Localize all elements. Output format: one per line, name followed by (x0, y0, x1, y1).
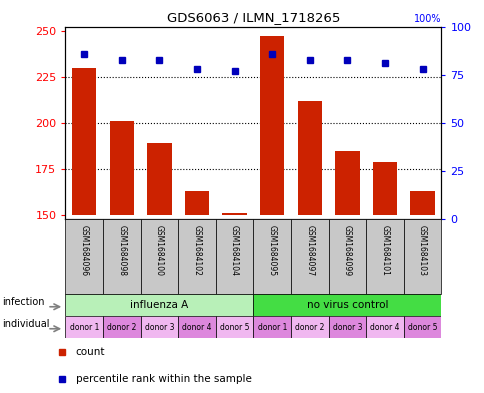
Bar (178, 316, 215, 338)
Bar (253, 316, 290, 338)
Text: GSM1684104: GSM1684104 (229, 225, 239, 276)
Bar (403, 219, 440, 294)
Bar (65, 294, 253, 316)
Bar (147, 143, 171, 215)
Bar (215, 316, 253, 338)
Bar (290, 219, 328, 294)
Bar (403, 316, 440, 338)
Text: donor 2: donor 2 (107, 323, 136, 332)
Bar (184, 191, 209, 215)
Bar (253, 294, 440, 316)
Bar (65, 316, 103, 338)
Text: GSM1684103: GSM1684103 (417, 225, 426, 276)
Bar (222, 213, 246, 215)
Bar (290, 316, 328, 338)
Text: GSM1684095: GSM1684095 (267, 225, 276, 276)
Bar (372, 162, 396, 215)
Text: GSM1684101: GSM1684101 (379, 225, 389, 276)
Text: donor 1: donor 1 (257, 323, 287, 332)
Bar (334, 151, 359, 215)
Text: 100%: 100% (413, 14, 440, 24)
Bar (103, 219, 140, 294)
Bar (365, 219, 403, 294)
Text: count: count (76, 347, 105, 357)
Bar (365, 316, 403, 338)
Text: donor 4: donor 4 (182, 323, 212, 332)
Text: GSM1684097: GSM1684097 (304, 225, 314, 276)
Text: individual: individual (2, 319, 50, 329)
Text: donor 5: donor 5 (407, 323, 437, 332)
Text: donor 3: donor 3 (144, 323, 174, 332)
Bar (72, 68, 96, 215)
Bar (328, 219, 365, 294)
Bar (328, 316, 365, 338)
Text: donor 4: donor 4 (369, 323, 399, 332)
Text: donor 1: donor 1 (69, 323, 99, 332)
Text: GSM1684100: GSM1684100 (154, 225, 164, 276)
Bar (140, 316, 178, 338)
Bar (297, 101, 321, 215)
Bar (103, 316, 140, 338)
Bar (253, 219, 290, 294)
Bar (140, 219, 178, 294)
Title: GDS6063 / ILMN_1718265: GDS6063 / ILMN_1718265 (166, 11, 339, 24)
Bar (215, 219, 253, 294)
Bar (178, 219, 215, 294)
Bar (259, 36, 284, 215)
Bar (409, 191, 434, 215)
Text: donor 2: donor 2 (294, 323, 324, 332)
Text: infection: infection (2, 297, 45, 307)
Text: donor 3: donor 3 (332, 323, 362, 332)
Text: GSM1684102: GSM1684102 (192, 225, 201, 276)
Text: donor 5: donor 5 (219, 323, 249, 332)
Text: influenza A: influenza A (130, 300, 188, 310)
Bar (109, 121, 134, 215)
Text: GSM1684098: GSM1684098 (117, 225, 126, 276)
Text: percentile rank within the sample: percentile rank within the sample (76, 374, 251, 384)
Text: no virus control: no virus control (306, 300, 387, 310)
Bar (65, 219, 103, 294)
Text: GSM1684096: GSM1684096 (79, 225, 89, 276)
Text: GSM1684099: GSM1684099 (342, 225, 351, 276)
